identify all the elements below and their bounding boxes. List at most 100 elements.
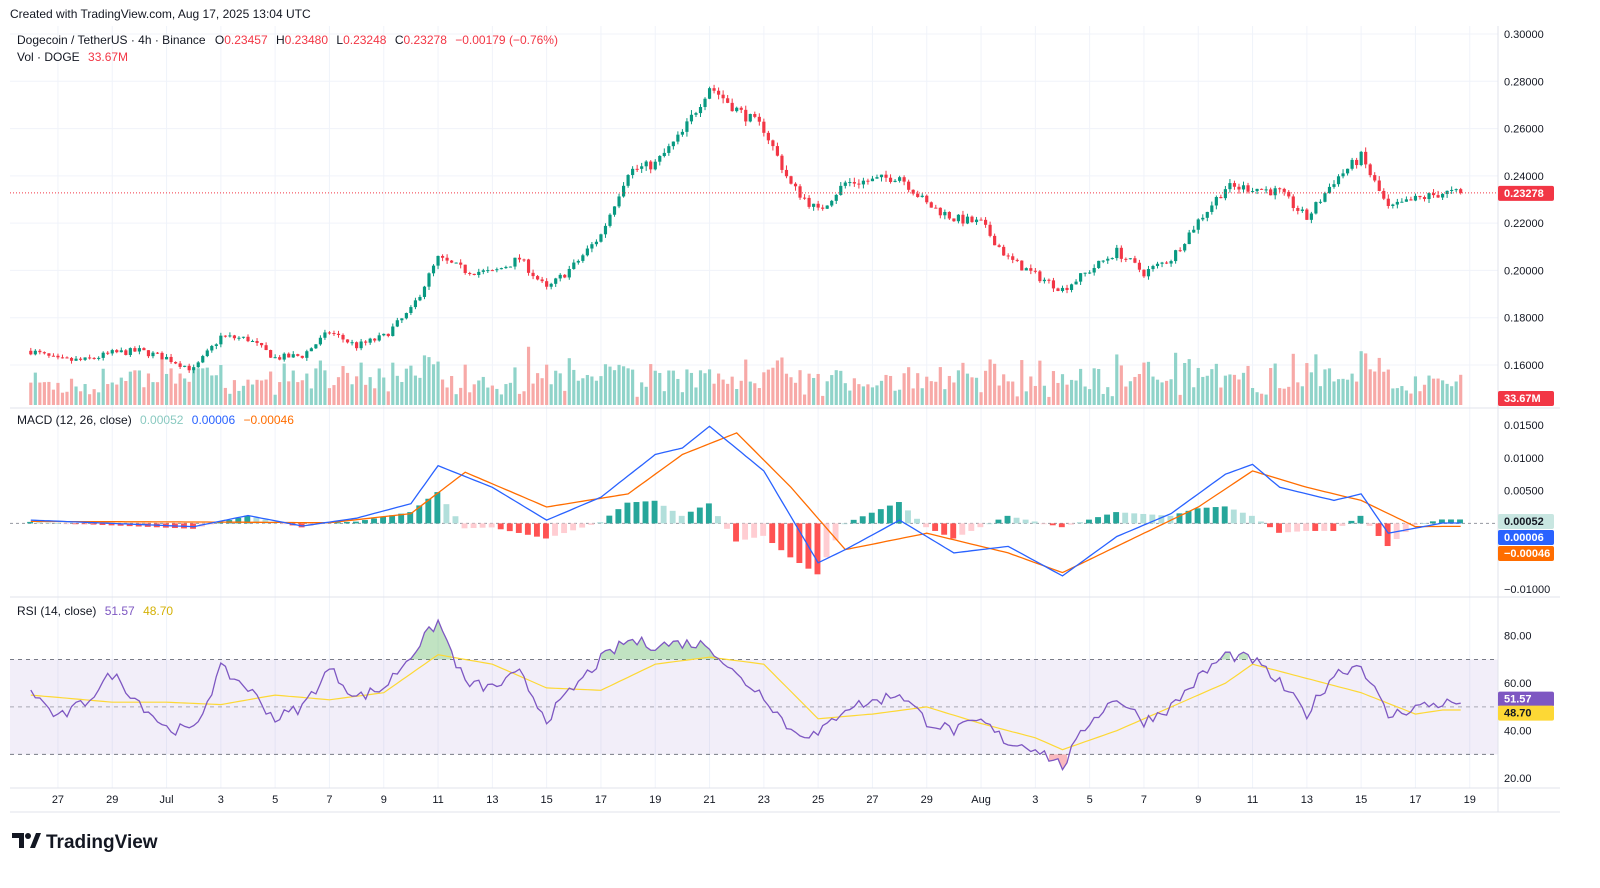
time-tick-label: Jul <box>160 794 174 806</box>
tradingview-logo[interactable]: TradingView <box>12 832 158 853</box>
candle-body <box>870 178 875 182</box>
volume-bar <box>1436 378 1440 405</box>
volume-bar <box>436 361 440 405</box>
volume-bar <box>1187 359 1191 405</box>
macd-histogram <box>27 492 1463 575</box>
volume-bar <box>459 387 463 405</box>
candle-body <box>115 350 119 353</box>
volume-bar <box>1051 371 1056 405</box>
candle-body <box>1164 262 1169 264</box>
rsi-ma-badge-bg <box>1498 705 1554 721</box>
candle-body <box>413 300 418 308</box>
macd-histogram-bar <box>488 523 495 528</box>
macd-tick-label: 0.01500 <box>1504 420 1544 432</box>
high-label: H <box>276 33 285 47</box>
volume-bar <box>164 373 169 405</box>
candle-body <box>902 177 906 182</box>
volume-bar <box>1201 376 1205 405</box>
volume-bar <box>1445 383 1449 405</box>
candle-body <box>744 109 748 122</box>
volume-bar <box>1137 374 1142 405</box>
macd-histogram-bar <box>615 509 622 524</box>
volume-bar <box>1160 382 1164 405</box>
candle-body <box>608 214 612 226</box>
macd-histogram-bar <box>914 518 920 524</box>
candle-body <box>1418 195 1422 198</box>
candle-body <box>1350 159 1354 169</box>
volume-bar <box>825 381 829 405</box>
volume-bar <box>418 377 422 405</box>
volume-bar <box>1024 391 1028 405</box>
macd-histogram-bar <box>479 523 486 528</box>
time-tick-label: 15 <box>541 794 553 806</box>
macd-histogram-bar <box>443 504 450 524</box>
macd-histogram-bar <box>1031 521 1038 524</box>
macd-histogram-bar <box>407 512 414 524</box>
volume-bar <box>925 376 929 405</box>
rsi-axis[interactable]: 80.00 60.00 40.00 20.00 <box>1504 631 1532 785</box>
candle-body <box>1345 168 1350 174</box>
volume-bar <box>119 377 123 405</box>
volume-bar <box>1174 352 1178 405</box>
volume-bar <box>400 381 404 405</box>
candle-body <box>1237 186 1241 190</box>
candle-body <box>621 185 626 197</box>
symbol-legend[interactable]: Dogecoin / TetherUS · 4h · Binance O0.23… <box>17 33 558 64</box>
volume-bar <box>1431 378 1436 405</box>
macd-pane[interactable] <box>10 425 1498 577</box>
candle-body <box>486 270 490 272</box>
candle-body <box>554 278 558 284</box>
macd-histogram-bar <box>235 517 242 524</box>
candle-body <box>974 219 979 223</box>
candle-body <box>395 320 399 327</box>
volume-bar <box>309 388 313 405</box>
macd-histogram-bar <box>1167 515 1174 524</box>
macd-histogram-bar <box>1104 514 1111 524</box>
macd-histogram-bar <box>678 515 685 524</box>
candle-body <box>151 352 155 357</box>
price-pane[interactable] <box>10 84 1528 405</box>
volume-bar <box>1223 375 1227 405</box>
rsi-pane[interactable] <box>10 618 1498 771</box>
candle-body <box>1296 208 1300 211</box>
volume-bar <box>522 391 526 405</box>
price-axis[interactable]: 0.30000 0.28000 0.26000 0.24000 0.22000 0.200… <box>1504 29 1544 372</box>
price-tick-label: 0.22000 <box>1504 218 1544 230</box>
rsi-legend[interactable]: RSI (14, close) 51.57 48.70 <box>17 604 173 618</box>
macd-histogram-bar <box>669 510 676 524</box>
candle-body <box>282 353 286 360</box>
macd-histogram-bar <box>1276 523 1282 533</box>
volume-bar <box>866 384 870 405</box>
candle-body <box>463 264 467 273</box>
candle-body <box>1110 258 1114 260</box>
candle-body <box>707 88 712 99</box>
time-axis[interactable]: 27 29 Jul 3 5 7 9 11 13 15 17 19 21 23 25 27 29 Aug 3 5 7 9 11… <box>52 794 1476 806</box>
candle-body <box>911 189 915 194</box>
volume-bar <box>658 372 662 405</box>
volume-bar <box>952 382 956 405</box>
macd-histogram-bar <box>1013 517 1020 524</box>
time-tick-label: 11 <box>432 794 443 806</box>
macd-legend[interactable]: MACD (12, 26, close) 0.00052 0.00006 −0.… <box>17 413 294 427</box>
volume-bar <box>1332 381 1336 405</box>
change-value: −0.00179 (−0.76%) <box>455 33 558 47</box>
candle-body <box>1169 261 1173 264</box>
candle-body <box>680 131 684 135</box>
volume-bar <box>124 381 128 405</box>
candle-body <box>970 216 974 223</box>
price-tick-label: 0.24000 <box>1504 171 1544 183</box>
time-tick-label: 3 <box>218 794 224 806</box>
time-tick-label: 27 <box>866 794 878 806</box>
candle-body <box>205 350 209 357</box>
candle-body <box>1260 188 1264 190</box>
macd-histogram-bar <box>1321 523 1328 531</box>
volume-bar <box>291 370 295 405</box>
candle-body <box>748 114 752 122</box>
volume-bar <box>717 373 721 405</box>
macd-axis[interactable]: 0.01500 0.01000 0.00500 −0.01000 <box>1504 420 1550 596</box>
macd-histogram-bar <box>760 523 767 536</box>
candle-body <box>757 116 761 122</box>
macd-histogram-bar <box>968 523 975 531</box>
grid-lines <box>10 26 1498 788</box>
